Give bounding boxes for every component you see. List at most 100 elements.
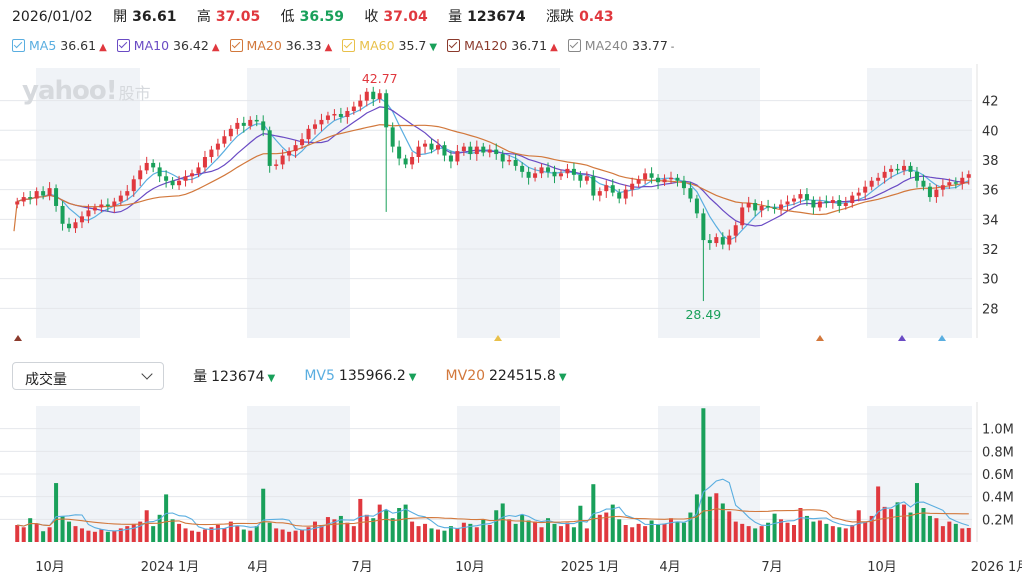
ma-toggle-ma240[interactable]: MA240 33.77-: [567, 38, 674, 53]
ma-value: 36.71: [511, 38, 548, 53]
volume-bar: [164, 494, 169, 542]
mv5-stat: MV5 135966.2 ▼: [304, 368, 416, 384]
volume-bar: [300, 529, 305, 542]
candle-body: [338, 113, 343, 117]
volume-bar: [455, 528, 460, 542]
volume-bar: [876, 486, 881, 542]
candle-body: [474, 146, 479, 155]
candle-body: [571, 168, 576, 175]
volume-bar: [520, 514, 525, 542]
candle-body: [669, 177, 674, 180]
volume-bar: [410, 521, 415, 542]
ma-value: 36.61: [60, 38, 97, 53]
candle-body: [105, 204, 110, 206]
candle-body: [325, 115, 330, 120]
volume-bar: [15, 525, 20, 542]
candle-body: [319, 119, 324, 125]
indicator-select[interactable]: 成交量: [12, 362, 164, 390]
candle-body: [222, 136, 227, 144]
volume-bar: [254, 526, 259, 542]
ma-name: MA240: [584, 38, 628, 53]
ma-toggle-ma20[interactable]: MA20 36.33 ▲: [229, 38, 332, 53]
ma-toggle-ma10[interactable]: MA10 36.42 ▲: [116, 38, 220, 53]
volume-bar: [533, 521, 538, 542]
volume-bar: [267, 522, 272, 542]
ma-toggle-ma60[interactable]: MA60 35.7 ▼: [342, 38, 437, 53]
candle-body: [520, 165, 525, 172]
event-marker-icon: [494, 335, 502, 341]
x-tick-label: 10月: [35, 560, 65, 575]
volume-bar: [47, 527, 52, 542]
volume-bar: [552, 523, 557, 542]
candle-body: [578, 174, 583, 181]
candle-body: [914, 171, 919, 181]
checkbox-icon[interactable]: [342, 39, 356, 52]
period-band: [36, 406, 140, 542]
candle-body: [740, 207, 745, 226]
ma-toggle-ma120[interactable]: MA120 36.71 ▲: [447, 38, 558, 53]
volume-bar: [694, 494, 699, 542]
candle-body: [766, 205, 771, 208]
volume-bar: [934, 518, 939, 542]
candle-body: [552, 171, 557, 177]
low-value: 36.59: [299, 9, 344, 25]
candle-body: [60, 205, 65, 224]
candle-body: [953, 182, 958, 184]
volume-bar: [953, 523, 958, 542]
candle-body: [558, 173, 563, 177]
volume-bar: [889, 509, 894, 542]
volume-bar: [811, 521, 816, 542]
candle-body: [791, 198, 796, 202]
volume-bar: [824, 523, 829, 542]
volume-bar: [364, 514, 369, 542]
ma-toggle-ma5[interactable]: MA5 36.61 ▲: [12, 38, 107, 53]
checkbox-icon[interactable]: [12, 39, 25, 52]
volume-bar: [604, 512, 609, 542]
candle-body: [118, 195, 123, 202]
volume-bar: [228, 521, 233, 542]
volume-bar: [131, 523, 136, 542]
candle-body: [584, 176, 589, 181]
volume-bar: [714, 493, 719, 542]
volume-bar: [863, 521, 868, 542]
x-tick-label: 2026 1月: [971, 560, 1022, 575]
volume-bar: [591, 484, 596, 542]
candle-body: [15, 201, 20, 205]
y-tick-label: 36: [982, 184, 999, 199]
checkbox-icon[interactable]: [567, 39, 581, 52]
y-tick-label: 42: [982, 95, 999, 110]
quote-header: 2026/01/02 開 36.61 高 37.05 低 36.59 收 37.04 量…: [12, 6, 614, 26]
mv20-stat-label: MV20: [445, 368, 486, 384]
high-value: 37.05: [215, 9, 261, 25]
candle-body: [442, 145, 447, 156]
candle-body: [423, 143, 428, 147]
checkbox-icon[interactable]: [229, 39, 243, 52]
candle-body: [151, 162, 156, 168]
candle-body: [196, 167, 201, 174]
mv5-stat-label: MV5: [304, 368, 335, 384]
volume-bar: [558, 526, 563, 542]
volume-bar: [54, 483, 59, 542]
volume-bar: [34, 523, 39, 542]
candle-body: [876, 177, 881, 181]
volume-bar: [681, 522, 686, 542]
candle-body: [681, 180, 686, 189]
checkbox-icon[interactable]: [116, 39, 130, 52]
event-marker-icon: [938, 335, 946, 341]
volume-bar: [830, 526, 835, 542]
volume-bar: [86, 530, 91, 542]
volume-bar: [565, 522, 570, 542]
volume-bar: [746, 526, 751, 542]
volume-bar: [190, 530, 195, 542]
candle-body: [306, 128, 311, 140]
candle-body: [481, 146, 486, 153]
volume-bar: [662, 523, 667, 542]
candle-body: [125, 191, 130, 196]
volume-bar: [21, 527, 26, 542]
volume-bar: [390, 518, 395, 542]
mv20-trend-icon: ▼: [558, 372, 567, 383]
price-chart[interactable]: 28 30 32 34 36 38 40 42 42.77 28.49: [0, 0, 1022, 345]
candle-body: [228, 128, 233, 137]
checkbox-icon[interactable]: [447, 39, 461, 52]
candle-body: [92, 207, 97, 211]
